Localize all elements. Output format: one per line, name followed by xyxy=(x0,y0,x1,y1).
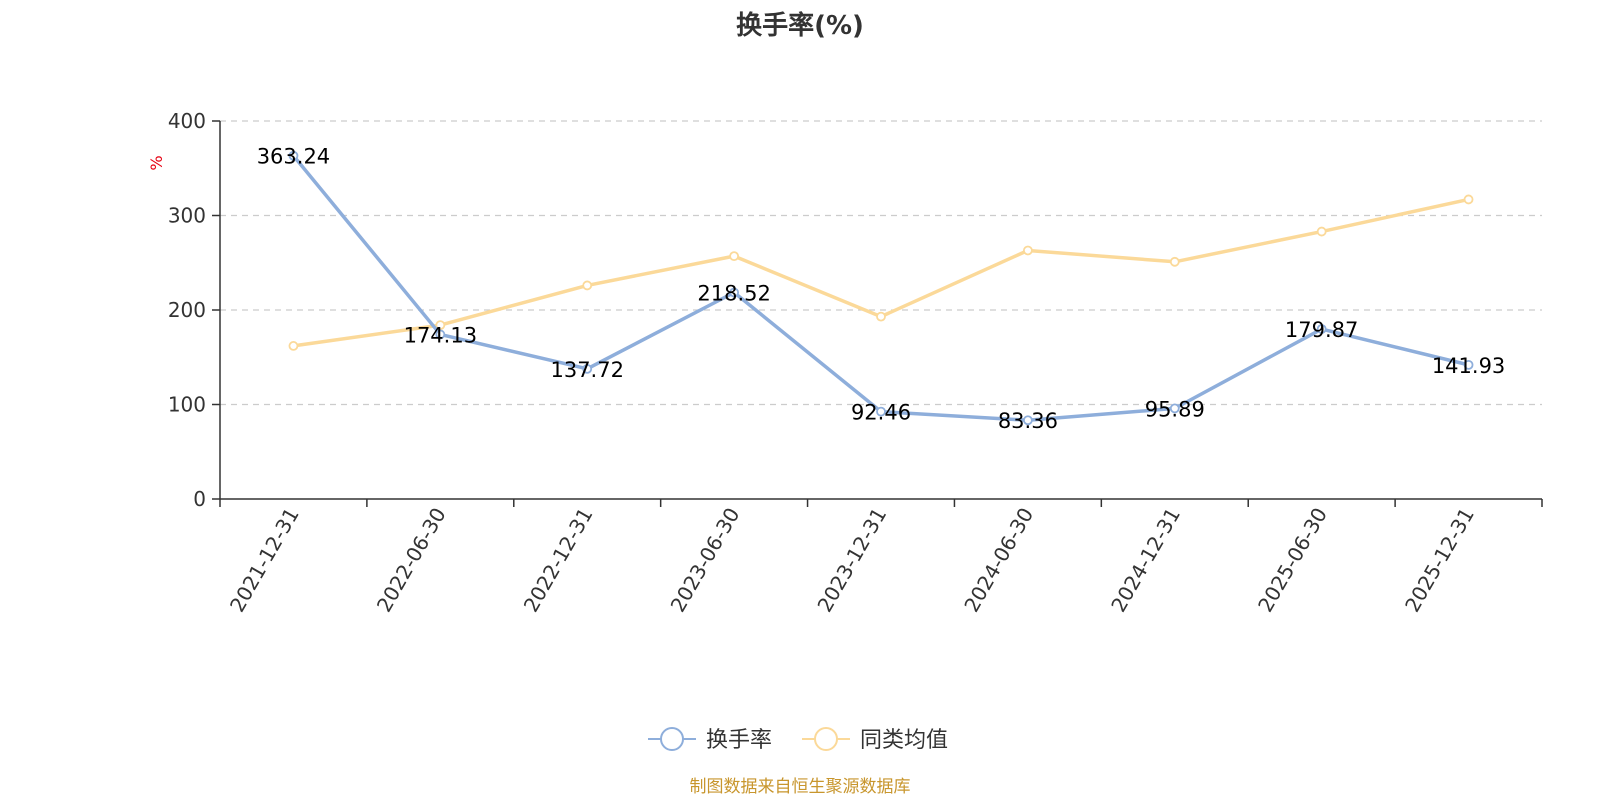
data-label-6: 95.89 xyxy=(1145,397,1205,421)
data-label-0: 363.24 xyxy=(257,145,330,169)
data-label-4: 92.46 xyxy=(851,401,911,425)
y-tick-label-0: 0 xyxy=(193,487,206,511)
series-line-turnover xyxy=(292,154,1469,422)
legend: 换手率 同类均值 xyxy=(648,727,948,753)
y-axis-unit: % xyxy=(147,155,166,170)
legend-item-peer-average[interactable]: 同类均值 xyxy=(802,727,948,753)
data-point-peer-average-8[interactable] xyxy=(1463,194,1474,205)
data-point-turnover-5[interactable] xyxy=(1022,415,1033,426)
x-tick-label-2024-06-30: 2024-06-30 xyxy=(959,504,1038,617)
x-tick-label-2021-12-31: 2021-12-31 xyxy=(225,504,304,617)
grid-lines xyxy=(220,120,1542,406)
y-tick-label-200: 200 xyxy=(168,298,206,322)
data-point-peer-average-1[interactable] xyxy=(435,320,446,331)
data-point-turnover-7[interactable] xyxy=(1316,324,1327,334)
legend-marker-peer-average xyxy=(814,727,838,751)
legend-label-peer-average: 同类均值 xyxy=(860,728,948,753)
data-label-7: 179.87 xyxy=(1285,318,1358,342)
axes: 0 100 200 300 400 2021-12-31 2022-06-30 2022-12… xyxy=(168,109,1543,617)
series-lines xyxy=(288,150,1474,426)
data-source-note: 制图数据来自恒生聚源数据库 xyxy=(690,777,911,797)
data-point-turnover-6[interactable] xyxy=(1169,403,1180,414)
data-label-8: 141.93 xyxy=(1432,354,1505,378)
data-point-peer-average-6[interactable] xyxy=(1169,256,1180,267)
data-point-peer-average-0[interactable] xyxy=(288,341,299,351)
data-point-peer-average-7[interactable] xyxy=(1316,226,1327,237)
y-tick-label-400: 400 xyxy=(168,109,206,133)
y-tick-label-100: 100 xyxy=(168,393,206,417)
data-point-turnover-8[interactable] xyxy=(1463,359,1474,370)
data-point-turnover-1[interactable] xyxy=(435,329,446,340)
x-tick-label-2025-06-30: 2025-06-30 xyxy=(1253,504,1332,617)
data-point-turnover-3[interactable] xyxy=(729,287,740,298)
legend-label-turnover: 换手率 xyxy=(706,728,772,753)
data-label-1: 174.13 xyxy=(404,323,477,347)
data-point-peer-average-2[interactable] xyxy=(582,280,593,291)
data-point-peer-average-3[interactable] xyxy=(729,251,740,262)
data-point-peer-average-4[interactable] xyxy=(876,311,886,322)
data-label-2: 137.72 xyxy=(550,358,623,382)
data-label-5: 83.36 xyxy=(998,409,1058,433)
data-point-turnover-0[interactable] xyxy=(288,150,299,161)
x-tick-label-2022-12-31: 2022-12-31 xyxy=(519,504,598,617)
legend-item-turnover[interactable]: 换手率 xyxy=(648,727,772,753)
data-point-turnover-2[interactable] xyxy=(582,363,593,374)
data-point-peer-average-5[interactable] xyxy=(1022,245,1033,256)
data-labels: 363.24 174.13 137.72 218.52 92.46 83.36 95.89 1… xyxy=(257,145,1506,433)
x-tick-label-2025-12-31: 2025-12-31 xyxy=(1400,504,1479,617)
legend-marker-turnover xyxy=(660,727,684,751)
x-tick-label-2023-12-31: 2023-12-31 xyxy=(812,504,891,617)
x-tick-label-2022-06-30: 2022-06-30 xyxy=(372,504,451,617)
x-tick-label-2023-06-30: 2023-06-30 xyxy=(666,504,745,617)
data-label-3: 218.52 xyxy=(697,281,770,305)
x-tick-label-2024-12-31: 2024-12-31 xyxy=(1106,504,1185,617)
y-tick-label-300: 300 xyxy=(168,204,206,228)
chart-title: 换手率(%) xyxy=(736,10,864,41)
data-point-turnover-4[interactable] xyxy=(876,406,886,417)
